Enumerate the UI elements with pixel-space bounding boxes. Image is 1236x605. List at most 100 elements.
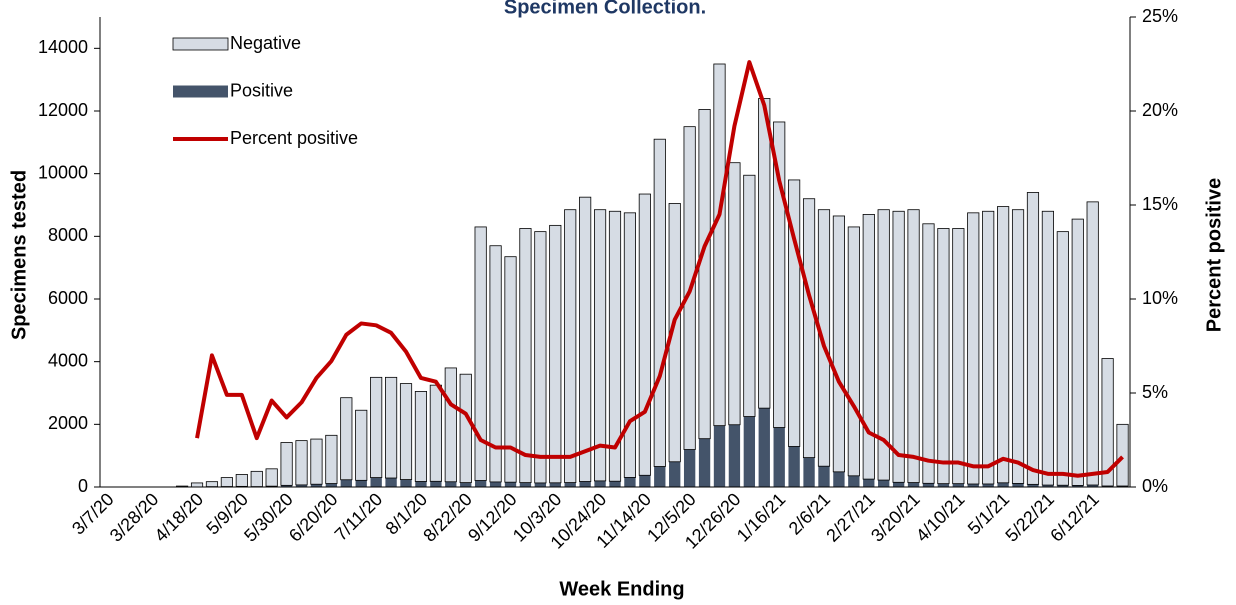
chart-title: Specimen Collection. [504,0,706,18]
bar [758,408,770,487]
y2-tick-label: 25% [1142,6,1178,26]
bar [295,484,308,487]
bar [937,228,950,485]
bar [265,468,278,487]
bar [519,482,532,487]
bar [1116,485,1129,487]
bar [1041,210,1054,486]
bar [982,483,994,487]
y-tick-label: 0 [78,476,88,496]
bar [340,397,353,481]
y2-axis-title: Percent positive [1203,178,1225,333]
bar [415,481,427,487]
bar [579,196,592,482]
bar [459,373,472,484]
bar [355,409,368,481]
bar [728,424,741,487]
bar [250,470,263,487]
x-tick-label: 6/20/20 [285,489,342,546]
legend-swatch [173,85,228,98]
y2-tick-label: 5% [1142,382,1168,402]
bar [1087,484,1099,487]
bar [295,440,308,486]
bar [878,480,890,487]
bar [758,98,771,409]
y2-tick-label: 20% [1142,100,1178,120]
x-tick-label: 6/12/21 [1046,489,1103,546]
bar [1101,358,1114,487]
y-tick-label: 8000 [48,225,88,245]
bar [534,482,547,487]
bar [1072,485,1084,487]
bar [504,256,517,483]
bar [833,471,845,487]
bar [399,383,413,480]
line [195,60,1124,478]
bar [997,206,1010,484]
x-tick-label: 9/12/20 [464,489,521,546]
bar [444,367,457,483]
y-tick-label: 6000 [48,288,88,308]
y-axis-title: Specimens tested [8,170,30,340]
bar [1011,209,1025,484]
bar [937,483,950,487]
bar [1026,192,1040,485]
bar [310,438,323,485]
bar [1012,483,1024,487]
bar [773,121,786,428]
bar [235,474,248,487]
bar [1056,231,1069,486]
bar [340,479,352,487]
x-tick-label: 4/18/20 [151,489,208,546]
bar [564,482,576,487]
bar [698,438,711,487]
bar [489,245,502,483]
bar [967,212,980,485]
bar [803,457,815,487]
bar [474,480,487,487]
bar [952,228,965,485]
bar [654,466,666,487]
bar [414,391,428,482]
bar [474,226,487,481]
y-tick-label: 10000 [38,162,88,182]
y-tick-label: 14000 [38,37,88,57]
x-tick-label: 5/30/20 [240,489,297,546]
x-tick-label: 3/28/20 [106,489,163,546]
x-tick-label: 8/22/20 [419,489,476,546]
bar [1057,485,1069,487]
bar [713,63,726,427]
x-tick-label: 1/16/21 [733,489,790,546]
bar [892,210,905,483]
bar [1027,484,1039,487]
y-tick-label: 2000 [48,413,88,433]
bar [519,228,532,484]
legend-swatch [172,37,229,51]
bar [788,179,801,447]
bar [997,482,1009,487]
bar [817,209,831,467]
bar [579,481,591,487]
bar [534,231,547,484]
bar [743,416,756,487]
legend-label: Percent positive [230,128,358,148]
bar [668,203,681,463]
bar [952,483,965,487]
bar [549,482,561,487]
bar [773,427,785,487]
bar [190,482,204,488]
bar [788,446,800,487]
x-axis-title: Week Ending [559,578,684,600]
bar [325,483,338,487]
legend-label: Positive [230,80,293,100]
bar [608,210,622,482]
bar [639,475,651,487]
bar [205,481,219,488]
bar [847,226,860,477]
bar [638,193,651,476]
bar [922,483,935,487]
bar [877,209,890,481]
bar [728,162,741,426]
bar [848,475,860,487]
